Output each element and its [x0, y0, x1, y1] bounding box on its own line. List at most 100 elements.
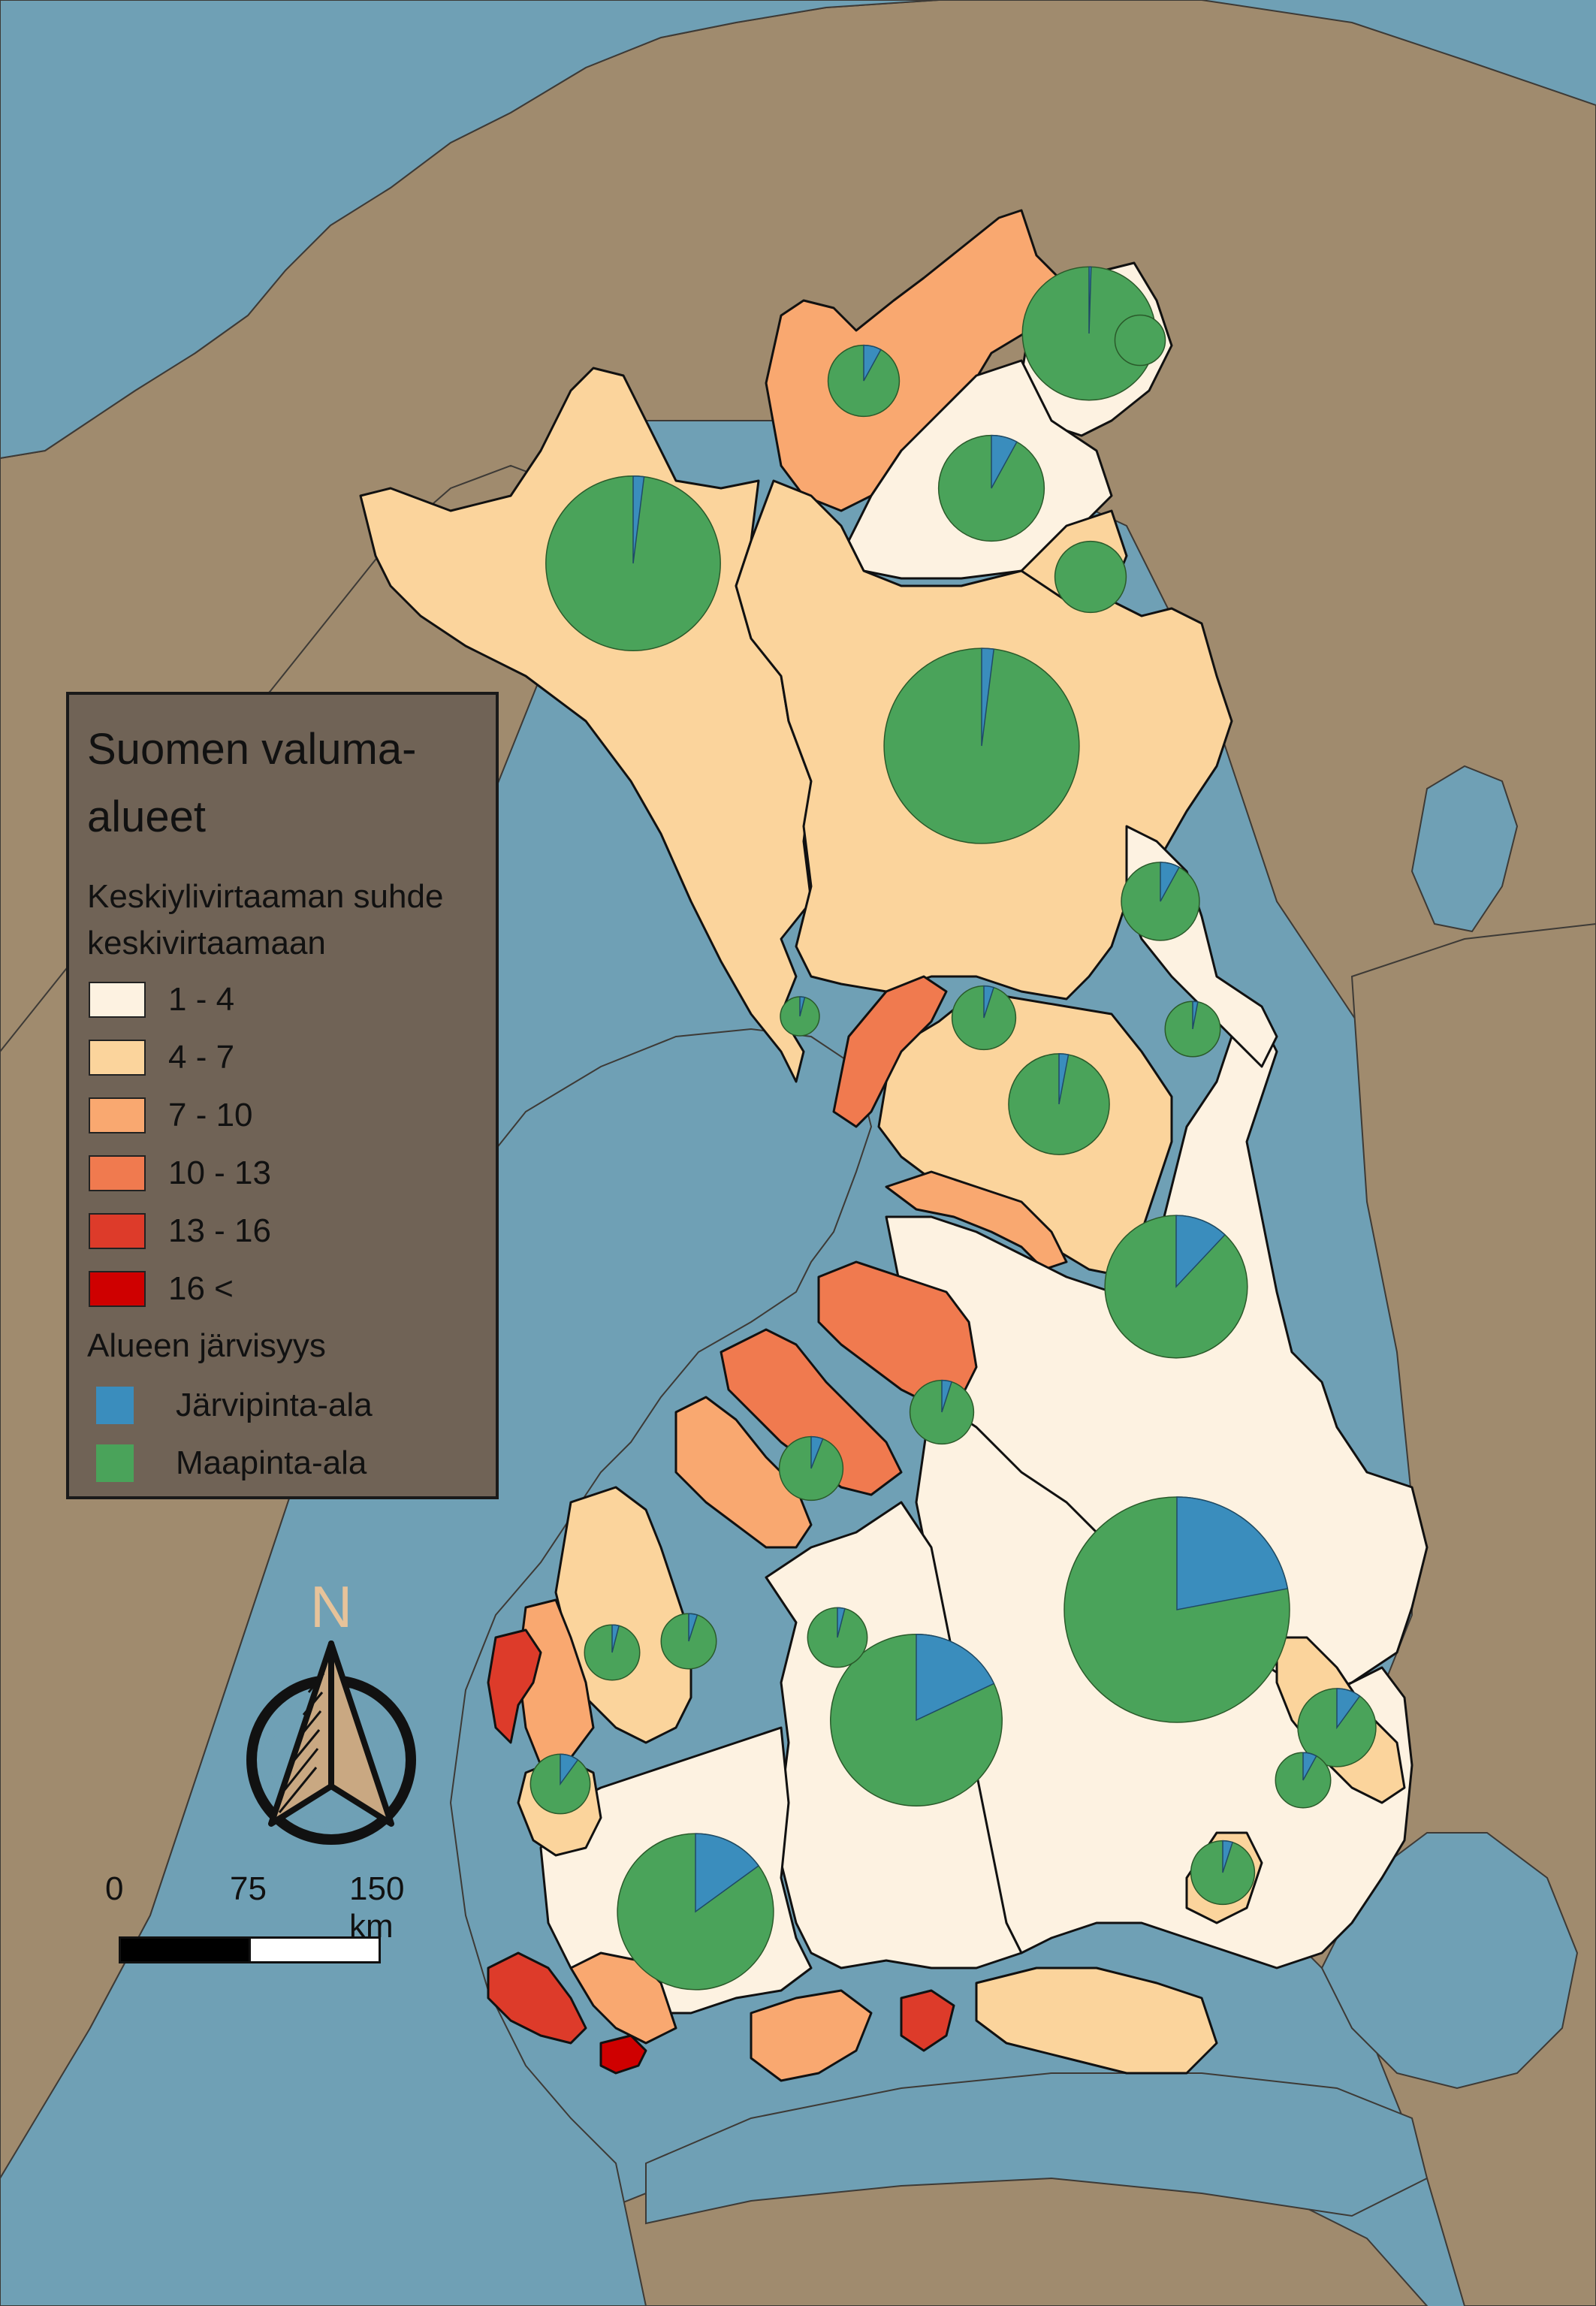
lake-pie: [1190, 1840, 1256, 1906]
lake-pie: [1104, 1215, 1248, 1359]
basin-kiiminkijoki: [885, 1170, 1068, 1271]
legend-class-label: 1 - 4: [168, 981, 235, 1018]
basin-coast-se: [975, 1966, 1218, 2075]
pie-lake-share: [695, 1833, 760, 1913]
lake-pie: [545, 475, 721, 651]
scale-bar: 0 75 150 km: [105, 1870, 406, 1963]
legend-class-3: 7 - 10: [89, 1094, 253, 1136]
pie-lake-share: [1176, 1496, 1289, 1610]
legend-class-2: 4 - 7: [89, 1037, 234, 1079]
legend-lake-item-1: Järvipinta-ala: [89, 1384, 373, 1426]
pie-lake-share: [1175, 1215, 1226, 1288]
scale-segment-white: [249, 1936, 381, 1963]
pie-lake-share: [1336, 1688, 1361, 1730]
pie-lake-share: [916, 1634, 995, 1722]
lake-onega: [1410, 765, 1519, 933]
lake-pie: [883, 647, 1080, 844]
lake-pie: [780, 996, 820, 1037]
legend-class-4: 10 - 13: [89, 1152, 271, 1194]
scale-label-150: 150 km: [349, 1870, 405, 1945]
lake-pie: [951, 985, 1017, 1051]
legend-class-label: 10 - 13: [168, 1155, 271, 1191]
pie-lake-share: [632, 475, 645, 564]
basin-coast-west-3: [487, 1628, 542, 1744]
lake-pie: [1008, 1053, 1110, 1155]
legend-class-1: 1 - 4: [89, 979, 234, 1021]
pie-lake-share: [688, 1613, 698, 1642]
pie-lake-share: [1302, 1752, 1317, 1781]
basin-aurajoki: [487, 1951, 587, 2045]
legend-swatch-6: [89, 1271, 146, 1307]
legend-swatch-4: [89, 1155, 146, 1191]
lake-pie: [660, 1613, 717, 1670]
lake-pie: [1275, 1752, 1332, 1809]
legend-class-label: 7 - 10: [168, 1097, 253, 1133]
pie-land-share: [1114, 314, 1166, 367]
lake-share-pies: [529, 266, 1377, 1991]
lake-pie: [778, 1435, 844, 1502]
pie-lake-share: [837, 1607, 846, 1638]
arctic-coast: [0, 0, 940, 460]
legend-swatch-2: [89, 1040, 146, 1076]
pie-lake-share: [799, 996, 806, 1017]
basin-utsjoki-west: [765, 209, 1068, 512]
lake-pie: [807, 1607, 868, 1668]
legend-lake-swatch: [96, 1387, 134, 1424]
lake-pie: [937, 434, 1045, 542]
lake-ladoga: [1320, 1832, 1579, 2090]
legend-lake-item-2: Maapinta-ala: [89, 1442, 367, 1484]
legend-title: Suomen valuma-alueet: [87, 725, 417, 841]
legend-lake-title: Alueen järvisyys: [87, 1327, 326, 1364]
pie-lake-share: [560, 1753, 579, 1786]
pie-lake-share: [981, 647, 995, 747]
lake-pie: [827, 344, 901, 418]
lake-pie: [617, 1833, 774, 1991]
legend-swatch-3: [89, 1097, 146, 1133]
legend-lake-label: Järvipinta-ala: [176, 1387, 373, 1423]
gulf-of-finland: [645, 2072, 1429, 2225]
lake-pie: [1121, 862, 1200, 941]
legend-class-label: 13 - 16: [168, 1212, 271, 1249]
scale-label-75: 75: [230, 1870, 267, 1907]
legend-subtitle: Keskiylivirtaaman suhde keskivirtaamaan: [87, 878, 444, 961]
basin-ahtavanjoki: [674, 1396, 813, 1549]
pie-lake-share: [941, 1379, 953, 1413]
pie-lake-share: [611, 1624, 620, 1653]
pie-lake-share: [1222, 1840, 1234, 1873]
lake-pie: [1164, 1001, 1221, 1058]
lake-pie: [909, 1379, 975, 1445]
legend-lake-swatch: [96, 1444, 134, 1482]
basin-lapuanjoki: [720, 1328, 903, 1496]
lake-pie: [1063, 1496, 1290, 1723]
compass-icon: N: [246, 1574, 416, 1845]
lake-pie: [584, 1624, 641, 1681]
pie-lake-share: [983, 985, 995, 1019]
pie-lake-share: [991, 434, 1018, 489]
pie-lake-share: [863, 344, 882, 382]
lake-pie: [1114, 314, 1166, 367]
basin-porvoo: [900, 1989, 955, 2052]
scale-label-0: 0: [105, 1870, 124, 1907]
legend-swatch-1: [89, 982, 146, 1018]
basin-vantaa: [750, 1989, 873, 2082]
lake-pie: [830, 1634, 1003, 1806]
legend-class-6: 16 <: [89, 1268, 234, 1310]
scale-segment-black: [119, 1936, 251, 1963]
north-arrow: N: [237, 1561, 425, 1846]
legend: Suomen valuma-alueet Keskiylivirtaaman s…: [66, 692, 499, 1499]
lake-pie: [529, 1753, 591, 1815]
lake-pie: [1054, 540, 1127, 614]
legend-class-label: 16 <: [168, 1270, 234, 1307]
lake-pie: [1297, 1688, 1377, 1767]
legend-lake-label: Maapinta-ala: [176, 1444, 367, 1481]
compass-north-label: N: [310, 1574, 352, 1640]
pie-land-share: [1054, 540, 1127, 614]
pie-lake-share: [810, 1435, 824, 1469]
basin-simojoki: [832, 975, 948, 1128]
lake-pie: [1021, 266, 1157, 401]
pie-lake-share: [1088, 266, 1092, 334]
pie-lake-share: [1058, 1053, 1070, 1105]
legend-class-label: 4 - 7: [168, 1039, 235, 1076]
legend-swatch-5: [89, 1213, 146, 1249]
